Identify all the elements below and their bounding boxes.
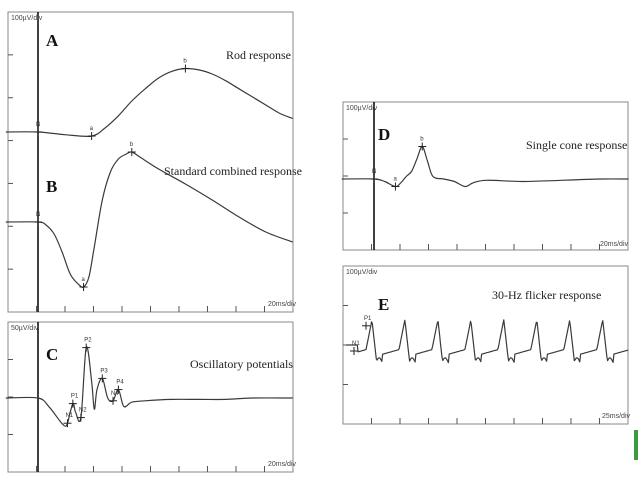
marker-c-p1-label: P1 [71, 394, 79, 400]
panel-a-letter: A [46, 31, 59, 50]
marker-b-b-label: b [130, 142, 134, 148]
trace-a [5, 67, 293, 138]
panel-e-amp-scale: 100µV/div [346, 269, 378, 276]
panel-c-title: Oscillatory potentials [190, 357, 293, 371]
panel-b-title: Standard combined response [164, 164, 302, 178]
panel-c-amp-scale: 50µV/div [11, 325, 39, 332]
marker-b-n-label: N [36, 212, 40, 218]
marker-d-a-label: a [393, 177, 397, 183]
marker-d-n-label: N [372, 169, 376, 175]
trace-d [341, 145, 629, 188]
panel-d-letter: D [378, 125, 390, 144]
trace-c [5, 346, 293, 427]
marker-a-b-label: b [183, 59, 187, 65]
panel-e-title: 30-Hz flicker response [492, 288, 601, 302]
panel-d-title: Single cone response [526, 138, 627, 152]
panel-e-time-scale: 25ms/div [602, 413, 631, 420]
marker-d-b-label: b [420, 137, 424, 143]
panel-e-letter: E [378, 295, 389, 314]
marker-c-n1-label: N1 [65, 413, 73, 419]
marker-a-n-label: N [36, 122, 40, 128]
marker-c-n2-label: N2 [79, 408, 87, 414]
marker-c-p4-label: P4 [116, 380, 124, 386]
trace-b [5, 151, 293, 288]
panel-d-time-scale: 20ms/div [600, 241, 629, 248]
trace-e [346, 319, 629, 364]
marker-layer: Na b Na b P1 P2 P3 P4 N1 N2 N4 Na b P1 N1 [34, 59, 427, 428]
panel-a-amp-scale: 100µV/div [11, 15, 43, 22]
marker-c-p2-label: P2 [84, 338, 92, 344]
marker-e-p1-label: P1 [364, 316, 372, 322]
panel-b-letter: B [46, 177, 57, 196]
panel-c-time-scale: 20ms/div [268, 461, 297, 468]
marker-a-a-label: a [90, 126, 94, 132]
tick-layer [8, 12, 600, 472]
panel-a-title: Rod response [226, 48, 291, 62]
marker-c-p3-label: P3 [100, 368, 108, 374]
panel-b-time-scale: 20ms/div [268, 301, 297, 308]
trace-layer [5, 67, 629, 427]
panel-c-letter: C [46, 345, 58, 364]
marker-b-a-label: a [82, 277, 86, 283]
marker-e-n1-label: N1 [352, 341, 360, 347]
accent-edge-bar [634, 430, 638, 460]
panel-d-amp-scale: 100µV/div [346, 105, 378, 112]
marker-c-n4-label: N4 [111, 391, 119, 397]
